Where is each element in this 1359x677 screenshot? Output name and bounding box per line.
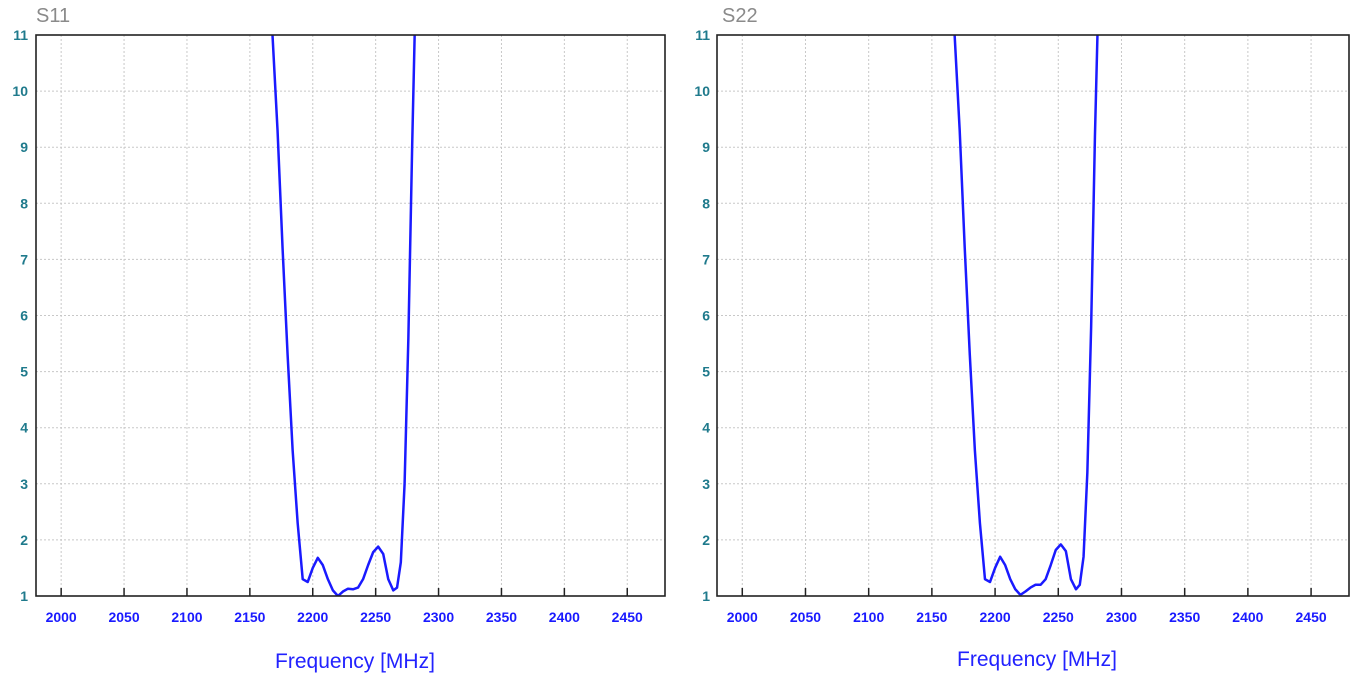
chart-1-ytick-label-10: 11: [13, 27, 28, 43]
chart-2-ytick-label-2: 3: [702, 476, 710, 492]
chart-1-xtick-label-5: 2250: [360, 609, 391, 625]
chart-2-ytick-label-3: 4: [702, 420, 710, 436]
chart-1-ytick-label-1: 2: [20, 532, 28, 548]
chart-1-xlabel: Frequency [MHz]: [275, 650, 435, 673]
chart-1-xtick-label-2: 2100: [171, 609, 202, 625]
chart-2-ytick-label-8: 9: [702, 139, 710, 155]
chart-2-ytick-label-4: 5: [702, 364, 710, 380]
chart-2-ytick-label-5: 6: [702, 308, 710, 324]
chart-1-plot-area: [36, 35, 665, 596]
chart-2-xtick-label-2: 2100: [853, 609, 884, 625]
chart-2-ytick-label-9: 10: [694, 83, 710, 99]
chart-1-xtick-label-6: 2300: [423, 609, 454, 625]
chart-1-series-line-0: [271, 35, 416, 596]
chart-1-ytick-label-5: 6: [20, 308, 28, 324]
chart-1-ytick-label-7: 8: [20, 195, 28, 211]
chart-1-xtick-label-9: 2450: [612, 609, 643, 625]
chart-2-xtick-label-8: 2400: [1232, 609, 1263, 625]
chart-2-ytick-label-10: 11: [695, 27, 710, 43]
chart-2-xtick-label-4: 2200: [980, 609, 1011, 625]
chart-1-ytick-label-8: 9: [20, 139, 28, 155]
chart-1-xtick-label-3: 2150: [234, 609, 265, 625]
chart-1-ytick-label-4: 5: [20, 364, 28, 380]
chart-1-title: S11: [36, 5, 70, 27]
chart-2-xtick-label-3: 2150: [916, 609, 947, 625]
chart-2-xtick-label-5: 2250: [1043, 609, 1074, 625]
chart-1-xtick-label-8: 2400: [549, 609, 580, 625]
chart-2-series-line-0: [953, 35, 1099, 596]
chart-1-xtick-label-7: 2350: [486, 609, 517, 625]
chart-1-xtick-label-0: 2000: [46, 609, 77, 625]
chart-2-xtick-label-9: 2450: [1296, 609, 1327, 625]
chart-2-frame: [716, 34, 1350, 597]
chart-1-ytick-label-2: 3: [20, 476, 28, 492]
chart-2-xtick-label-6: 2300: [1106, 609, 1137, 625]
chart-1-ytick-label-0: 1: [20, 588, 28, 604]
chart-2-ytick-label-0: 1: [702, 588, 710, 604]
chart-2-ytick-label-1: 2: [702, 532, 710, 548]
chart-1-frame: [35, 34, 666, 597]
chart-1-ytick-label-6: 7: [20, 251, 28, 267]
chart-2-xlabel: Frequency [MHz]: [957, 648, 1117, 671]
chart-2-xtick-label-7: 2350: [1169, 609, 1200, 625]
chart-2-xtick-label-0: 2000: [727, 609, 758, 625]
chart-1-ytick-label-3: 4: [20, 420, 28, 436]
chart-2-ytick-label-6: 7: [702, 251, 710, 267]
chart-2-ytick-label-7: 8: [702, 195, 710, 211]
chart-1-ytick-label-9: 10: [12, 83, 28, 99]
chart-1-xtick-label-4: 2200: [297, 609, 328, 625]
chart-2-group: 1 2 3 4 5 6 7 8 9 10 11 2000 2050 2100 2150 2200 2250 230…: [694, 5, 1350, 671]
chart-1-group: 1 2 3 4 5 6 7 8 9 10 11 2000 2050 2100 2150 2200 2250 230…: [12, 5, 666, 673]
chart-1-xtick-label-1: 2050: [108, 609, 139, 625]
chart-2-title: S22: [722, 5, 758, 27]
chart-2-xtick-label-1: 2050: [790, 609, 821, 625]
